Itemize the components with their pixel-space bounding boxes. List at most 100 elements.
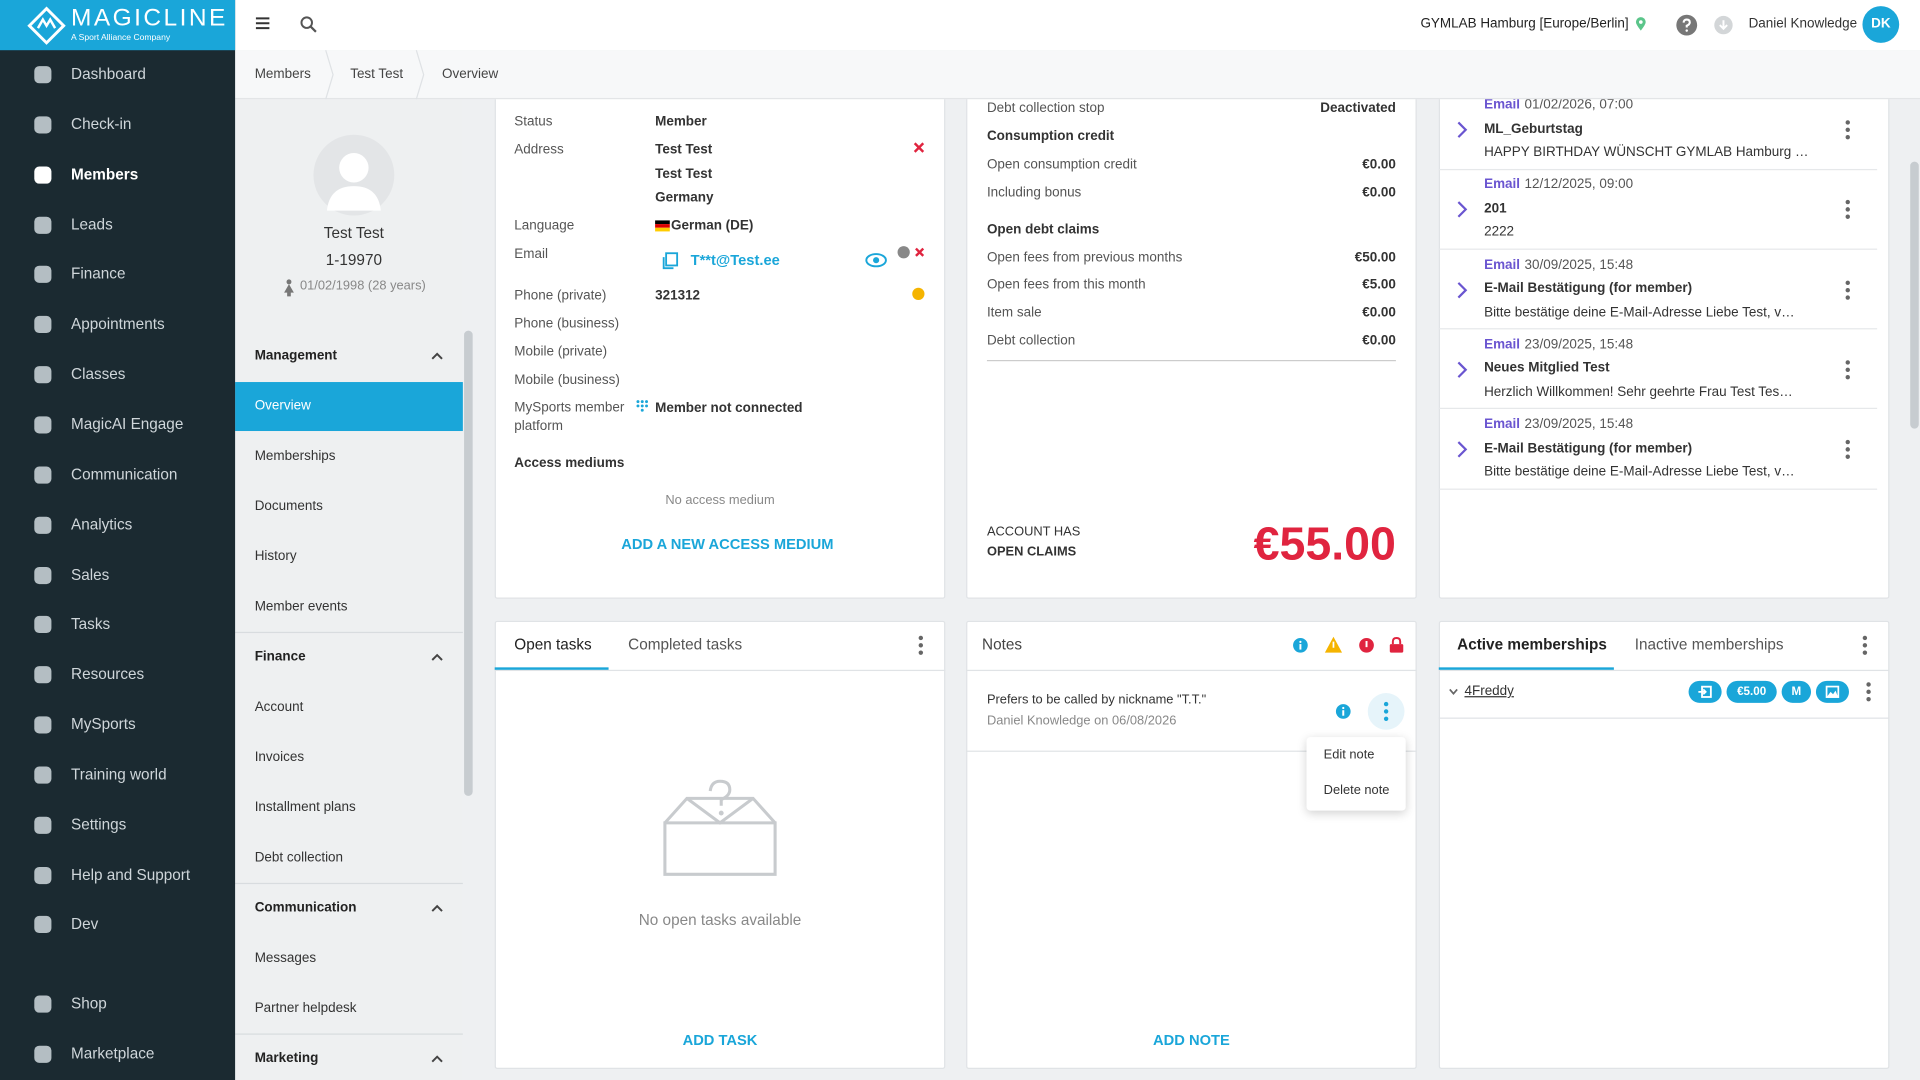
message-title[interactable]: E-Mail Bestätigung (for member) — [1484, 281, 1693, 296]
copy-icon[interactable] — [662, 252, 679, 270]
remove-icon[interactable] — [915, 247, 925, 257]
download-icon[interactable] — [1714, 15, 1733, 35]
menu-toggle[interactable] — [255, 17, 270, 30]
subnav-item[interactable]: Documents — [254, 498, 323, 514]
subnav-item[interactable]: Member events — [254, 599, 348, 615]
nav-item[interactable]: Members — [71, 165, 139, 183]
subnav-item[interactable]: Overview — [254, 398, 311, 414]
tab[interactable]: Open tasks — [514, 636, 592, 654]
menu-item[interactable]: Edit note — [1323, 747, 1375, 763]
icon-part — [655, 220, 670, 225]
search-icon[interactable] — [300, 16, 317, 33]
add-access-medium[interactable]: ADD A NEW ACCESS MEDIUM — [621, 535, 834, 553]
field-value: German (DE) — [671, 218, 754, 234]
more-menu[interactable] — [1844, 120, 1851, 140]
collapse-icon[interactable] — [1449, 688, 1459, 695]
tab[interactable]: Active memberships — [1457, 636, 1607, 654]
membership-name[interactable]: 4Freddy — [1464, 683, 1514, 699]
icon-part — [431, 904, 443, 912]
subnav-item[interactable]: Debt collection — [254, 850, 344, 866]
subnav-item[interactable]: Account — [254, 699, 304, 715]
subnav-item[interactable]: Memberships — [254, 448, 336, 464]
subnav-item[interactable]: Partner helpdesk — [254, 1001, 357, 1016]
add-note[interactable]: ADD NOTE — [1153, 1031, 1230, 1049]
field-value: 321312 — [655, 288, 701, 304]
private-filter[interactable] — [1389, 636, 1404, 653]
studio-selector[interactable]: GYMLAB Hamburg [Europe/Berlin] — [1420, 16, 1629, 32]
subnav-item[interactable]: History — [254, 549, 297, 564]
remove-icon[interactable] — [913, 142, 925, 153]
nav-item[interactable]: Sales — [71, 565, 110, 583]
tab[interactable]: Inactive memberships — [1634, 636, 1784, 654]
more-menu[interactable] — [1844, 440, 1851, 460]
breadcrumb-item[interactable]: Test Test — [350, 66, 404, 82]
expand-icon[interactable] — [1457, 281, 1468, 298]
tagline: A Sport Alliance Company — [71, 33, 171, 43]
info-filter[interactable] — [1293, 637, 1308, 653]
expand-icon[interactable] — [1457, 121, 1468, 138]
subnav-section[interactable]: Marketing — [254, 1051, 319, 1066]
user-avatar[interactable] — [1862, 6, 1900, 43]
subnav-item[interactable]: Messages — [254, 950, 317, 966]
nav-item[interactable]: Resources — [71, 665, 145, 683]
gender-icon — [284, 279, 294, 297]
nav-icon — [34, 566, 52, 584]
user-name[interactable]: Daniel Knowledge — [1748, 16, 1858, 32]
menu-item[interactable]: Delete note — [1323, 783, 1390, 798]
more-menu[interactable] — [1382, 701, 1389, 722]
icon-part — [1457, 201, 1468, 218]
show-icon[interactable] — [865, 253, 887, 268]
nav-item[interactable]: MagicAI Engage — [71, 415, 184, 433]
nav-item[interactable]: Analytics — [71, 515, 133, 533]
nav-item[interactable]: Training world — [71, 765, 167, 783]
icon-part — [415, 50, 425, 100]
nav-item[interactable]: Shop — [71, 994, 107, 1013]
nav-item[interactable]: Tasks — [71, 615, 111, 633]
breadcrumb-item[interactable]: Members — [254, 66, 311, 82]
nav-item[interactable]: Check-in — [71, 115, 132, 133]
collapse-icon[interactable] — [431, 904, 443, 912]
nav-item[interactable]: Classes — [71, 365, 126, 383]
icon-part — [640, 404, 644, 408]
breadcrumb-item[interactable]: Overview — [442, 66, 499, 82]
nav-item[interactable]: Dashboard — [71, 65, 146, 83]
help-icon[interactable] — [1676, 14, 1698, 36]
tab[interactable]: Completed tasks — [628, 636, 743, 654]
subnav-item[interactable]: Installment plans — [254, 800, 356, 815]
message-title[interactable]: 201 — [1484, 201, 1507, 216]
more-menu[interactable] — [1844, 200, 1851, 220]
section-title: Consumption credit — [986, 129, 1115, 144]
message-title[interactable]: ML_Geburtstag — [1484, 121, 1583, 136]
collapse-icon[interactable] — [431, 1055, 443, 1063]
alert-filter[interactable] — [1359, 637, 1374, 653]
more-menu[interactable] — [917, 635, 924, 656]
field-value: Test Test — [655, 166, 713, 182]
message-title[interactable]: E-Mail Bestätigung (for member) — [1484, 441, 1693, 456]
subnav-section[interactable]: Communication — [254, 900, 357, 916]
expand-icon[interactable] — [1457, 441, 1468, 458]
badge — [1726, 680, 1777, 703]
nav-item[interactable]: Leads — [71, 215, 113, 233]
more-menu[interactable] — [1844, 360, 1851, 380]
nav-item[interactable]: MySports — [71, 715, 136, 733]
nav-item[interactable]: Marketplace — [71, 1045, 155, 1063]
nav-item[interactable]: Dev — [71, 915, 99, 933]
message-title[interactable]: Neues Mitglied Test — [1484, 361, 1610, 376]
nav-item[interactable]: Communication — [71, 465, 178, 483]
more-menu[interactable] — [1865, 682, 1872, 702]
nav-item[interactable]: Settings — [71, 815, 127, 833]
expand-icon[interactable] — [1457, 201, 1468, 218]
nav-item[interactable]: Finance — [71, 265, 126, 283]
subnav-item[interactable]: Invoices — [254, 750, 305, 765]
warning-filter[interactable] — [1324, 636, 1343, 653]
nav-item[interactable]: Appointments — [71, 315, 165, 333]
collapse-icon[interactable] — [431, 653, 443, 661]
more-menu[interactable] — [1844, 280, 1851, 300]
more-menu[interactable] — [1861, 635, 1868, 656]
subnav-section[interactable]: Finance — [254, 649, 306, 665]
subnav-section[interactable]: Management — [254, 348, 338, 364]
collapse-icon[interactable] — [431, 352, 443, 360]
expand-icon[interactable] — [1457, 361, 1468, 378]
add-task[interactable]: ADD TASK — [682, 1031, 758, 1049]
nav-item[interactable]: Help and Support — [71, 865, 191, 883]
